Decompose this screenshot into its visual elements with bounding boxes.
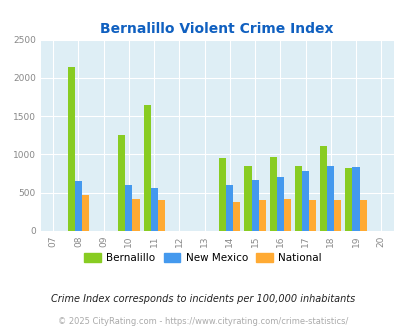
Bar <box>132 199 139 231</box>
Bar <box>157 200 164 231</box>
Bar <box>233 202 240 231</box>
Bar <box>82 195 89 231</box>
Bar <box>345 168 352 231</box>
Bar <box>294 166 301 231</box>
Title: Bernalillo Violent Crime Index: Bernalillo Violent Crime Index <box>100 22 333 36</box>
Bar <box>301 171 308 231</box>
Bar <box>358 200 366 231</box>
Bar <box>333 200 341 231</box>
Bar <box>219 157 226 231</box>
Bar <box>352 167 358 231</box>
Bar <box>150 188 157 231</box>
Text: Crime Index corresponds to incidents per 100,000 inhabitants: Crime Index corresponds to incidents per… <box>51 294 354 304</box>
Bar <box>283 199 290 231</box>
Legend: Bernalillo, New Mexico, National: Bernalillo, New Mexico, National <box>80 248 325 267</box>
Bar <box>276 177 283 231</box>
Bar <box>68 67 75 231</box>
Bar <box>244 166 251 231</box>
Text: © 2025 CityRating.com - https://www.cityrating.com/crime-statistics/: © 2025 CityRating.com - https://www.city… <box>58 317 347 326</box>
Bar <box>143 106 150 231</box>
Bar <box>320 146 326 231</box>
Bar <box>269 157 276 231</box>
Bar <box>258 200 265 231</box>
Bar <box>125 185 132 231</box>
Bar <box>75 181 82 231</box>
Bar <box>308 200 315 231</box>
Bar <box>118 135 125 231</box>
Bar <box>326 166 333 231</box>
Bar <box>226 185 233 231</box>
Bar <box>251 181 258 231</box>
